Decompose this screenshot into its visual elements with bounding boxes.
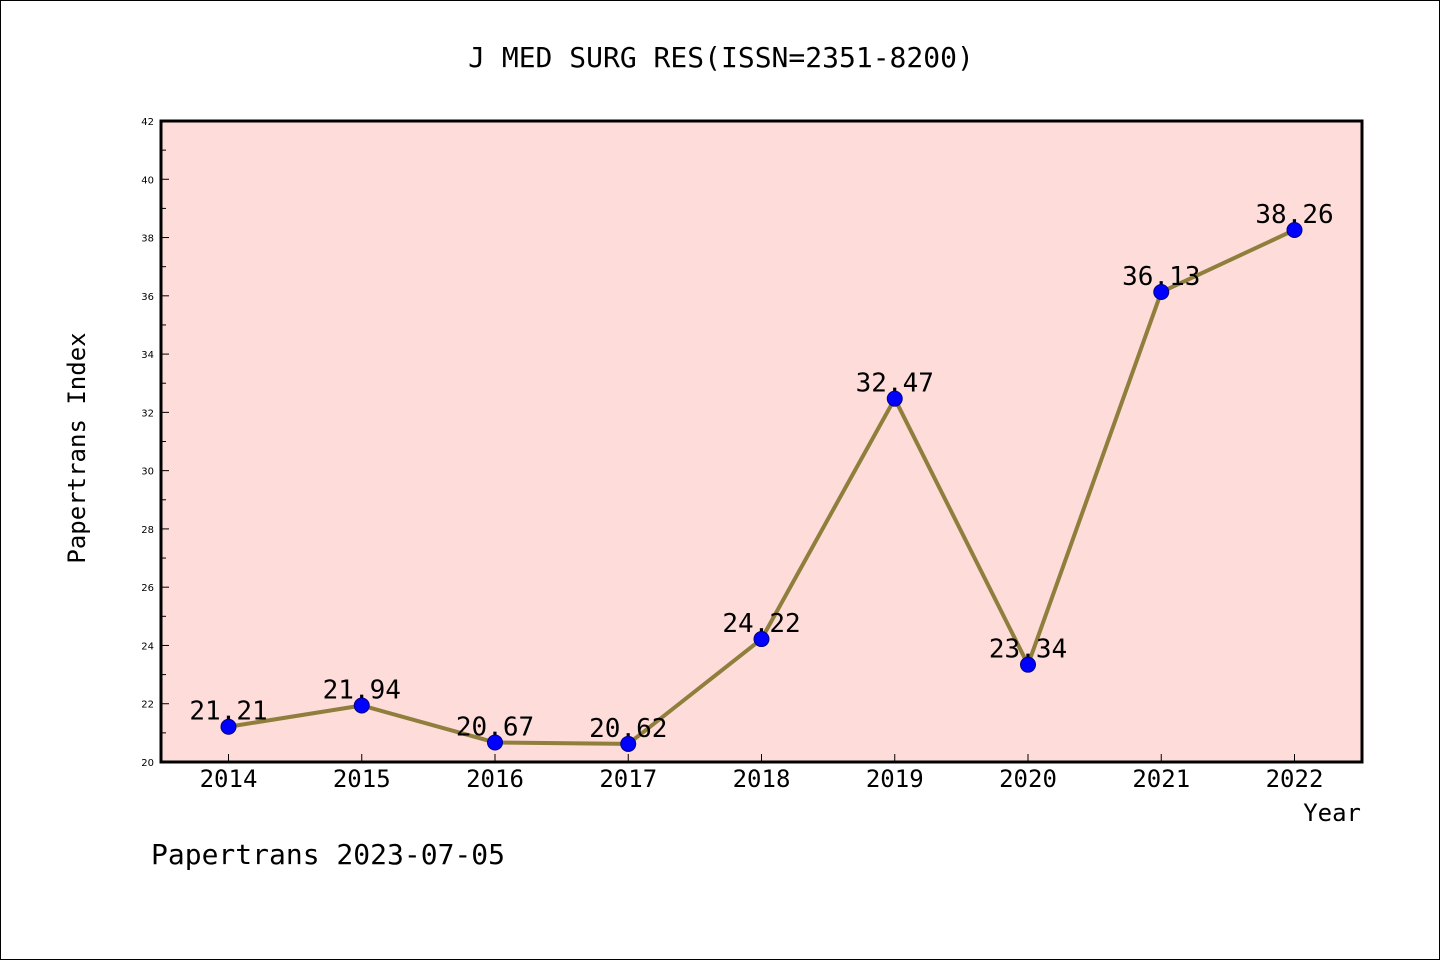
data-markers bbox=[220, 221, 1303, 752]
y-axis-title: Papertrans Index bbox=[63, 332, 91, 563]
data-point bbox=[886, 390, 903, 407]
data-point bbox=[620, 735, 637, 752]
x-tick-label: 2016 bbox=[466, 765, 524, 793]
x-tick-label: 2015 bbox=[333, 765, 391, 793]
x-tick-label: 2018 bbox=[733, 765, 791, 793]
x-tick-label: 2014 bbox=[200, 765, 258, 793]
x-axis-title: Year bbox=[1303, 799, 1361, 827]
y-tick-label: 42 bbox=[141, 117, 154, 128]
x-axis: 2014 2015 2016 2017 2018 2019 2020 2021 2022 bbox=[200, 754, 1324, 793]
y-tick-label: 24 bbox=[141, 641, 154, 652]
y-tick-label: 30 bbox=[141, 467, 154, 478]
data-point bbox=[1286, 221, 1303, 238]
chart-title: J MED SURG RES(ISSN=2351-8200) bbox=[468, 41, 974, 74]
y-tick-label: 28 bbox=[141, 525, 154, 536]
x-tick-label: 2022 bbox=[1266, 765, 1324, 793]
y-tick-label: 20 bbox=[141, 758, 154, 769]
y-tick-label: 34 bbox=[141, 350, 154, 361]
y-tick-label: 40 bbox=[141, 175, 154, 186]
x-tick-label: 2019 bbox=[866, 765, 924, 793]
y-tick-label: 32 bbox=[141, 408, 154, 419]
footer-caption: Papertrans 2023-07-05 bbox=[151, 838, 505, 871]
y-tick-label: 38 bbox=[141, 234, 154, 245]
y-tick-label: 22 bbox=[141, 700, 154, 711]
data-point bbox=[353, 697, 370, 714]
y-tick-label: 26 bbox=[141, 583, 154, 594]
data-point bbox=[1153, 284, 1170, 301]
data-point bbox=[753, 631, 770, 648]
plot-border bbox=[159, 119, 1364, 764]
data-point bbox=[487, 734, 503, 751]
data-point bbox=[1020, 656, 1036, 673]
plot-area bbox=[161, 121, 1362, 762]
x-tick-label: 2021 bbox=[1132, 765, 1190, 793]
x-tick-label: 2017 bbox=[599, 765, 657, 793]
x-tick-label: 2020 bbox=[999, 765, 1057, 793]
y-axis: 20 22 24 26 28 30 32 34 36 38 40 42 bbox=[141, 117, 169, 769]
data-point bbox=[220, 718, 237, 735]
y-tick-label: 36 bbox=[141, 292, 154, 303]
